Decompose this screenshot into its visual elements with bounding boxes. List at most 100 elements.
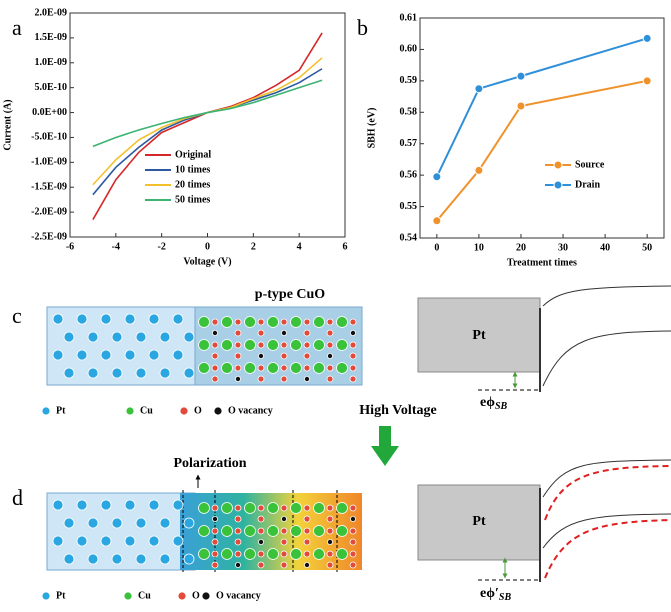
panel-label: c bbox=[12, 303, 22, 328]
atom bbox=[245, 503, 256, 514]
x-tick-label: -4 bbox=[112, 241, 120, 252]
atom bbox=[281, 319, 287, 325]
atom bbox=[281, 562, 287, 568]
x-tick-label: 40 bbox=[600, 242, 610, 253]
atom bbox=[180, 407, 188, 415]
figure: a b c p-type CuO Pt eϕSB PtCuOO vacancy … bbox=[0, 0, 671, 607]
y-tick-label: -1.5E-09 bbox=[31, 182, 67, 193]
atom bbox=[235, 528, 241, 534]
atom bbox=[235, 516, 241, 522]
atom bbox=[327, 353, 332, 358]
atom bbox=[77, 500, 87, 510]
metal-label: Pt bbox=[472, 328, 486, 343]
atom bbox=[268, 503, 279, 514]
atom bbox=[268, 363, 279, 374]
atom bbox=[281, 505, 287, 511]
atom bbox=[350, 365, 356, 371]
atom bbox=[214, 407, 222, 415]
atom bbox=[291, 549, 302, 560]
atom bbox=[222, 363, 233, 374]
atom bbox=[88, 368, 98, 378]
atom bbox=[291, 363, 302, 374]
atom bbox=[327, 562, 333, 568]
atom bbox=[112, 518, 122, 528]
y-tick-label: 1.5E-09 bbox=[35, 32, 68, 43]
atom bbox=[327, 528, 333, 534]
atom bbox=[235, 551, 241, 557]
atom bbox=[222, 340, 233, 351]
polarization-label: Polarization bbox=[173, 456, 246, 471]
panel-label: b bbox=[357, 15, 368, 40]
atom bbox=[327, 551, 333, 557]
y-tick-label: -2.0E-09 bbox=[31, 206, 67, 217]
y-tick-label: 0.54 bbox=[400, 232, 418, 243]
atom bbox=[281, 365, 287, 371]
atom bbox=[304, 516, 310, 522]
x-tick-label: 6 bbox=[343, 241, 348, 252]
atom bbox=[178, 592, 186, 600]
atom bbox=[199, 526, 210, 537]
point bbox=[517, 72, 525, 80]
atom bbox=[337, 363, 348, 374]
atom bbox=[304, 319, 310, 325]
y-axis-label: Current (A) bbox=[2, 99, 13, 150]
atom bbox=[222, 317, 233, 328]
atom bbox=[304, 562, 309, 567]
atom bbox=[258, 353, 263, 358]
atom bbox=[314, 503, 325, 514]
x-tick-label: 10 bbox=[474, 242, 484, 253]
y-tick-label: 0.57 bbox=[400, 138, 418, 149]
atom bbox=[235, 342, 241, 348]
x-axis-label: Treatment times bbox=[507, 257, 577, 268]
atom bbox=[258, 551, 264, 557]
series-line bbox=[93, 69, 322, 195]
atom bbox=[304, 353, 310, 359]
atom bbox=[64, 518, 74, 528]
atom bbox=[212, 562, 218, 568]
down-arrow bbox=[371, 426, 399, 466]
conduction-band bbox=[543, 286, 671, 306]
y-tick-label: -1.0E-09 bbox=[31, 157, 67, 168]
atom bbox=[245, 317, 256, 328]
atom bbox=[184, 554, 194, 564]
atom bbox=[212, 365, 218, 371]
atom bbox=[304, 528, 310, 534]
atom bbox=[258, 342, 264, 348]
atom bbox=[235, 330, 241, 336]
atom bbox=[235, 319, 241, 325]
y-tick-label: 5.0E-10 bbox=[35, 82, 68, 93]
atom bbox=[222, 549, 233, 560]
legend-label: 10 times bbox=[175, 164, 210, 175]
atom bbox=[125, 314, 135, 324]
atom bbox=[304, 376, 309, 381]
atom bbox=[291, 317, 302, 328]
atom bbox=[184, 368, 194, 378]
atom bbox=[304, 330, 310, 336]
atom bbox=[350, 330, 355, 335]
atom bbox=[245, 526, 256, 537]
atom bbox=[350, 516, 355, 521]
atom bbox=[212, 516, 217, 521]
atom bbox=[304, 539, 310, 545]
atom bbox=[268, 526, 279, 537]
legend-label: 20 times bbox=[175, 179, 210, 190]
valence-band bbox=[543, 331, 671, 386]
atom bbox=[160, 368, 170, 378]
legend-label: O bbox=[192, 590, 200, 601]
atom bbox=[125, 536, 135, 546]
point bbox=[643, 34, 651, 42]
atom bbox=[304, 365, 310, 371]
atom bbox=[281, 342, 287, 348]
atom bbox=[88, 332, 98, 342]
legend-label: Pt bbox=[56, 590, 66, 601]
atom bbox=[212, 376, 218, 382]
atom bbox=[314, 363, 325, 374]
legend-label: Original bbox=[175, 149, 211, 160]
series-line bbox=[437, 81, 647, 221]
y-tick-label: 2.0E-09 bbox=[35, 7, 68, 18]
point bbox=[517, 102, 525, 110]
atom bbox=[314, 340, 325, 351]
atom bbox=[281, 516, 286, 521]
atom bbox=[149, 536, 159, 546]
atom bbox=[258, 528, 264, 534]
